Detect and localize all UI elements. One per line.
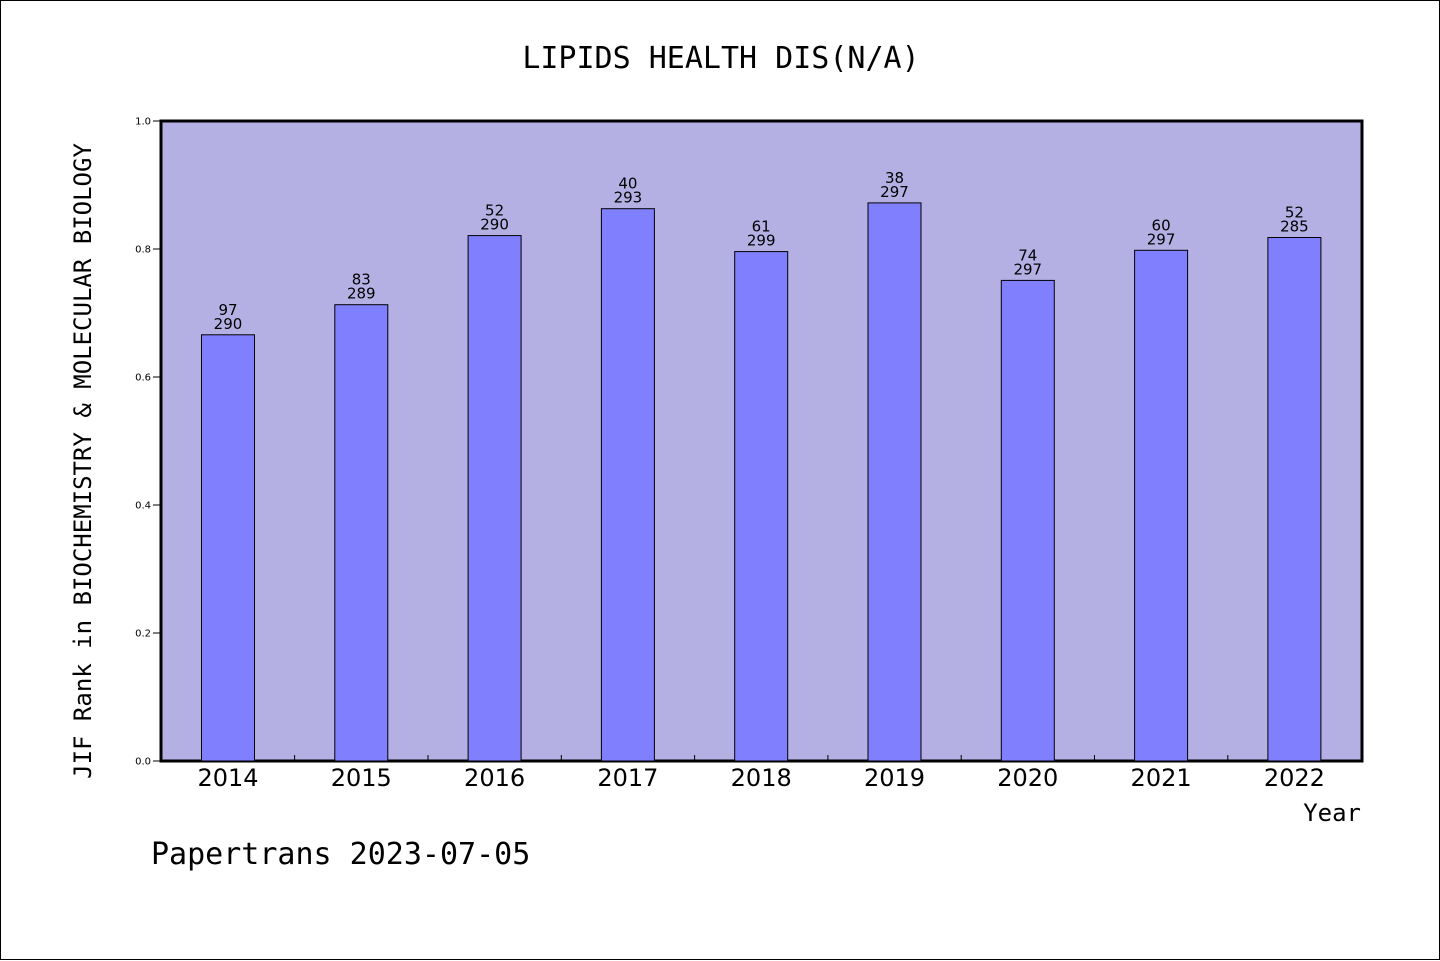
- bar-2020: [1000, 279, 1055, 762]
- bar-total-label: 285: [1280, 218, 1309, 236]
- bar-total-label: 297: [1147, 230, 1176, 248]
- bar-total-label: 290: [214, 315, 243, 333]
- bar-total-label: 297: [880, 183, 909, 201]
- x-tick-label: 2021: [1131, 764, 1192, 792]
- bar-2017: [600, 208, 655, 762]
- x-tick-label: 2022: [1264, 764, 1325, 792]
- bar-rank-label: 38: [885, 169, 904, 187]
- x-tick-label: 2020: [997, 764, 1058, 792]
- x-axis-label: Year: [1303, 799, 1361, 827]
- bar-2022: [1267, 237, 1322, 762]
- bar-rank-label: 40: [618, 175, 637, 193]
- bars-group: [201, 202, 1322, 762]
- bar-total-label: 299: [747, 232, 776, 250]
- bar-total-label: 289: [347, 285, 376, 303]
- y-tick-label: 0.2: [135, 629, 151, 640]
- x-tick-label: 2016: [464, 764, 525, 792]
- y-tick-label: 0.4: [135, 501, 151, 512]
- bar-rank-label: 52: [1285, 204, 1304, 222]
- y-tick-label: 1.0: [135, 117, 151, 128]
- x-tick-label: 2018: [731, 764, 792, 792]
- chart-title: LIPIDS HEALTH DIS(N/A): [522, 41, 919, 76]
- x-tick-label: 2014: [197, 764, 258, 792]
- bar-rank-label: 52: [485, 202, 504, 220]
- bar-2018: [734, 251, 789, 762]
- bar-2019: [867, 202, 922, 762]
- bar-rank-label: 60: [1152, 216, 1171, 234]
- y-tick-label: 0.8: [135, 245, 151, 256]
- y-axis-ticks: 0.0 0.2 0.4 0.6 0.8 1.0: [135, 117, 161, 768]
- bar-total-label: 293: [614, 189, 643, 207]
- bar-rank-label: 83: [352, 271, 371, 289]
- bar-total-label: 297: [1013, 260, 1042, 278]
- bar-2015: [334, 304, 389, 762]
- bar-2016: [467, 235, 522, 762]
- bar-rank-label: 97: [218, 301, 237, 319]
- y-axis-label: JIF Rank in BIOCHEMISTRY & MOLECULAR BIO…: [69, 143, 97, 779]
- bar-labels-group: 9729083289522904029361299382977429760297…: [214, 169, 1309, 333]
- x-tick-label: 2019: [864, 764, 925, 792]
- bar-rank-label: 61: [752, 218, 771, 236]
- x-tick-label: 2017: [597, 764, 658, 792]
- bar-total-label: 290: [480, 216, 509, 234]
- bar-2014: [201, 334, 255, 762]
- bar-rank-label: 74: [1018, 246, 1037, 264]
- bar-2021: [1134, 249, 1189, 762]
- footer-credit: Papertrans 2023-07-05: [151, 837, 530, 872]
- y-tick-label: 0.0: [135, 757, 151, 768]
- x-axis-ticks: 2014 2015 2016 2017 2018 2019 2020 2021 2022: [197, 755, 1325, 792]
- x-tick-label: 2015: [331, 764, 392, 792]
- y-tick-label: 0.6: [135, 373, 151, 384]
